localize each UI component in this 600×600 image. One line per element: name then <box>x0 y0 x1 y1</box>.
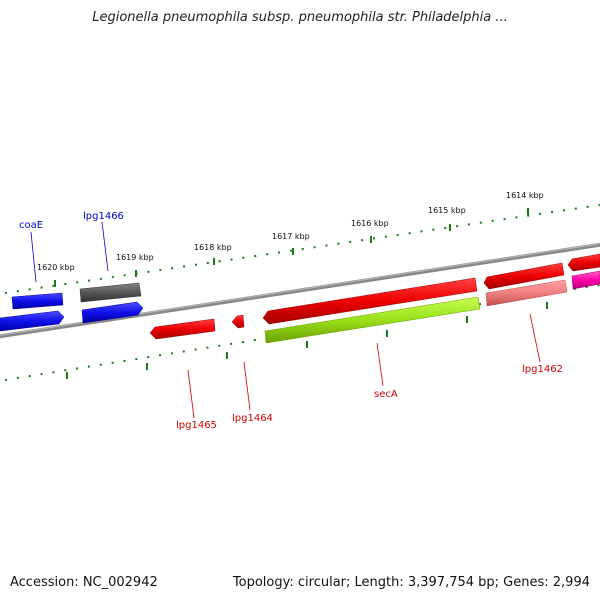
major-tick <box>226 352 228 359</box>
major-tick <box>135 270 137 277</box>
genome-backbone-highlight <box>0 243 600 336</box>
gene-label-lpg1462[interactable]: lpg1462 <box>522 364 563 375</box>
scale-label-1615: 1615 kbp <box>428 206 466 215</box>
major-tick <box>146 363 148 370</box>
gene-red-long[interactable] <box>262 277 478 325</box>
major-tick <box>292 248 294 255</box>
major-tick <box>546 302 548 309</box>
accession-text: Accession: NC_002942 <box>10 575 158 590</box>
major-tick <box>66 372 68 379</box>
genome-summary-text: Topology: circular; Length: 3,397,754 bp… <box>232 575 590 590</box>
gene-blue-left[interactable] <box>0 310 65 332</box>
genome-backbone <box>0 242 600 339</box>
scale-label-1617: 1617 kbp <box>272 232 310 241</box>
major-tick <box>306 341 308 348</box>
major-tick <box>527 208 529 215</box>
gene-label-lpg1466[interactable]: lpg1466 <box>83 211 124 222</box>
gene-lpg1465[interactable] <box>149 318 216 340</box>
leader-coaE <box>30 231 37 283</box>
gene-blue-reverse[interactable] <box>81 301 144 324</box>
gene-lpg1462[interactable] <box>485 279 568 307</box>
leader-lpg1462 <box>529 313 541 363</box>
major-tick <box>466 316 468 323</box>
gene-label-lpg1464[interactable]: lpg1464 <box>232 413 273 424</box>
leader-lpg1466 <box>101 221 109 272</box>
gene-forward-right-2[interactable] <box>567 253 600 272</box>
scale-label-1619: 1619 kbp <box>116 253 154 262</box>
map-title: Legionella pneumophila subsp. pneumophil… <box>92 10 508 25</box>
major-tick <box>386 330 388 337</box>
scale-label-1620: 1620 kbp <box>37 263 75 272</box>
gene-lpg1466[interactable] <box>79 282 142 303</box>
leader-lpg1464 <box>243 361 251 411</box>
gene-label-lpg1465[interactable]: lpg1465 <box>176 420 217 431</box>
gene-magenta[interactable] <box>571 270 600 290</box>
gene-forward-right-1[interactable] <box>483 262 565 290</box>
gene-lpg1464[interactable] <box>231 314 245 329</box>
scale-label-1618: 1618 kbp <box>194 243 232 252</box>
gene-secA[interactable] <box>264 296 481 344</box>
leader-secA <box>376 342 384 387</box>
gene-label-coaE[interactable]: coaE <box>19 220 43 231</box>
major-tick <box>213 258 215 265</box>
scale-label-1616: 1616 kbp <box>351 219 389 228</box>
major-tick <box>449 224 451 231</box>
gene-label-secA[interactable]: secA <box>374 389 398 400</box>
major-tick <box>370 236 372 243</box>
outer-tick-scale <box>4 204 600 294</box>
gene-coaE[interactable] <box>11 292 64 310</box>
major-tick <box>54 280 56 287</box>
scale-label-1614: 1614 kbp <box>506 191 544 200</box>
leader-lpg1465 <box>187 369 195 419</box>
